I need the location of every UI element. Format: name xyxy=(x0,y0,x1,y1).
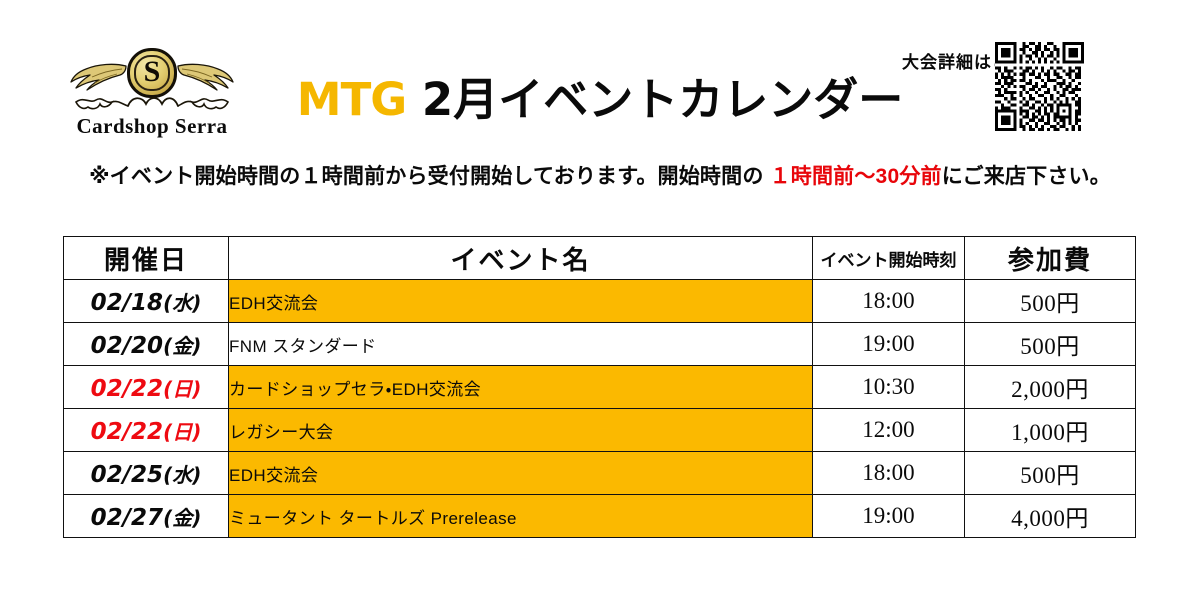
cell-fee: 500円 xyxy=(964,279,1136,323)
table-body: 02/18(水) EDH交流会 18:00 500円 02/20(金) FNM スタンダー… xyxy=(63,279,1136,538)
flourish-icon xyxy=(74,97,230,110)
notice-part-2: にご来店下さい。 xyxy=(941,165,1111,188)
logo-wordmark: Cardshop Serra xyxy=(76,114,228,138)
date-weekday: (水) xyxy=(163,290,202,315)
cell-event-name: カードショップセラ・EDH交流会 xyxy=(228,365,813,409)
cell-date: 02/18(水) xyxy=(63,279,229,323)
cell-date: 02/22(日) xyxy=(63,408,229,452)
cell-event-name: EDH交流会 xyxy=(228,451,813,495)
date-weekday: (水) xyxy=(163,462,202,487)
cell-event-name: EDH交流会 xyxy=(228,279,813,323)
cell-date: 02/22(日) xyxy=(63,365,229,409)
cell-date: 02/25(水) xyxy=(63,451,229,495)
qr-code[interactable] xyxy=(995,42,1084,131)
cell-start-time: 19:00 xyxy=(812,322,965,366)
table-header-row: 開催日 イベント名 イベント開始時刻 参加費 xyxy=(63,236,1136,280)
date-weekday: (金) xyxy=(163,505,202,530)
cell-start-time: 18:00 xyxy=(812,279,965,323)
date-weekday: (金) xyxy=(163,333,202,358)
table-row: 02/20(金) FNM スタンダード 19:00 500円 xyxy=(63,322,1136,366)
reception-notice: ※イベント開始時間の１時間前から受付開始しております。開始時間の １時間前〜30… xyxy=(0,160,1200,190)
title-main: 2月イベントカレンダー xyxy=(421,73,904,126)
cell-fee: 500円 xyxy=(964,322,1136,366)
notice-part-1: ※イベント開始時間の１時間前から受付開始しております。開始時間の xyxy=(89,165,770,188)
table-row: 02/22(日) レガシー大会 12:00 1,000円 xyxy=(63,408,1136,452)
logo-artwork: S xyxy=(68,46,236,114)
date-number: 02/27 xyxy=(90,504,164,531)
cell-start-time: 10:30 xyxy=(812,365,965,409)
title-accent: MTG xyxy=(296,73,407,126)
page-title: MTG 2月イベントカレンダー xyxy=(0,76,1200,122)
date-number: 02/18 xyxy=(90,289,164,316)
cell-start-time: 19:00 xyxy=(812,494,965,538)
date-number: 02/20 xyxy=(90,332,164,359)
notice-highlight: １時間前〜30分前 xyxy=(769,165,942,188)
date-weekday: (日) xyxy=(163,419,202,444)
cell-fee: 500円 xyxy=(964,451,1136,495)
cell-event-name: レガシー大会 xyxy=(228,408,813,452)
date-number: 02/22 xyxy=(90,375,164,402)
page-header: S Cardshop Serra MTG 2月イベントカレンダー 大会詳細はこち… xyxy=(0,0,1200,150)
logo-letter: S xyxy=(143,55,161,88)
cell-date: 02/20(金) xyxy=(63,322,229,366)
cell-fee: 4,000円 xyxy=(964,494,1136,538)
table-row: 02/27(金) ミュータント タートルズ Prerelease 19:00 4,00… xyxy=(63,494,1136,538)
wing-right-icon xyxy=(177,63,234,91)
header-event: イベント名 xyxy=(228,236,813,280)
date-number: 02/22 xyxy=(90,418,164,445)
cell-fee: 2,000円 xyxy=(964,365,1136,409)
cell-start-time: 12:00 xyxy=(812,408,965,452)
cell-event-name: FNM スタンダード xyxy=(228,322,813,366)
date-weekday: (日) xyxy=(163,376,202,401)
table-row: 02/25(水) EDH交流会 18:00 500円 xyxy=(63,451,1136,495)
date-number: 02/25 xyxy=(90,461,164,488)
header-date: 開催日 xyxy=(63,236,229,280)
logo-seal-ring: S xyxy=(134,55,170,91)
cell-event-name: ミュータント タートルズ Prerelease xyxy=(228,494,813,538)
table-row: 02/18(水) EDH交流会 18:00 500円 xyxy=(63,279,1136,323)
event-calendar-table: 開催日 イベント名 イベント開始時刻 参加費 02/18(水) EDH交流会 18:… xyxy=(63,236,1136,538)
logo-seal-icon: S xyxy=(127,48,177,98)
header-time: イベント開始時刻 xyxy=(812,236,965,280)
cell-start-time: 18:00 xyxy=(812,451,965,495)
cell-fee: 1,000円 xyxy=(964,408,1136,452)
wing-left-icon xyxy=(70,63,127,91)
shop-logo: S Cardshop Serra xyxy=(68,46,236,142)
header-fee: 参加費 xyxy=(964,236,1136,280)
cell-date: 02/27(金) xyxy=(63,494,229,538)
table-row: 02/22(日) カードショップセラ・EDH交流会 10:30 2,000円 xyxy=(63,365,1136,409)
